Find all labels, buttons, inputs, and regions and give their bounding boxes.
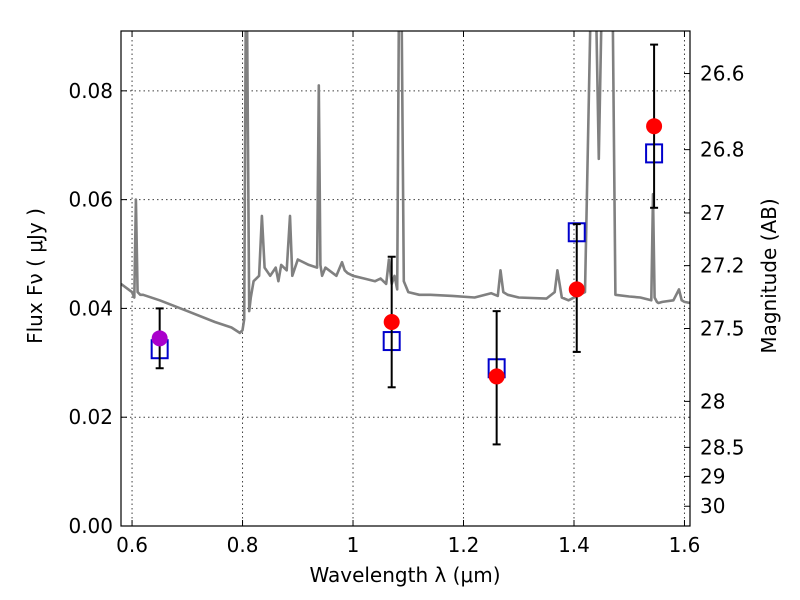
tick-labels: 0.6 0.8 1 1.2 1.4 1.6 0.00 0.02 0.04 0.06 0.08 26.6… xyxy=(68,62,744,557)
y2-tick-label: 29 xyxy=(700,464,725,488)
observed-point xyxy=(568,281,585,298)
observed-point xyxy=(383,314,400,331)
y2-tick-label: 27.2 xyxy=(700,254,745,278)
y-tick-label: 0.00 xyxy=(68,514,113,538)
y2-axis-label: Magnitude (AB) xyxy=(757,198,781,353)
x-tick-label: 1.2 xyxy=(448,533,480,557)
y2-tick-label: 28.5 xyxy=(700,435,745,459)
x-tick-label: 1 xyxy=(347,533,360,557)
observed-point xyxy=(646,118,663,135)
observed-point xyxy=(151,330,168,347)
x-tick-label: 1.4 xyxy=(558,533,590,557)
y2-tick-label: 26.6 xyxy=(700,62,745,86)
y2-tick-label: 28 xyxy=(700,389,725,413)
y-tick-label: 0.04 xyxy=(68,296,113,320)
y-axis-label: Flux Fν ( μJy ) xyxy=(23,208,47,344)
y-tick-label: 0.02 xyxy=(68,405,113,429)
y-tick-label: 0.06 xyxy=(68,188,113,212)
x-tick-label: 0.8 xyxy=(227,533,259,557)
grid-lines xyxy=(121,31,690,527)
y2-tick-label: 26.8 xyxy=(700,138,745,162)
y2-tick-label: 27.5 xyxy=(700,316,745,340)
y-tick-label: 0.08 xyxy=(68,79,113,103)
y2-tick-label: 27 xyxy=(700,201,725,225)
y2-tick-label: 30 xyxy=(700,494,725,518)
plot-area xyxy=(121,31,690,446)
tick-marks xyxy=(121,31,690,527)
axes-frame xyxy=(120,30,691,527)
x-axis-label: Wavelength λ (μm) xyxy=(309,563,500,587)
x-tick-label: 1.6 xyxy=(669,533,701,557)
spectrum-line xyxy=(121,31,690,335)
observed-point xyxy=(488,368,505,385)
x-tick-label: 0.6 xyxy=(116,533,148,557)
